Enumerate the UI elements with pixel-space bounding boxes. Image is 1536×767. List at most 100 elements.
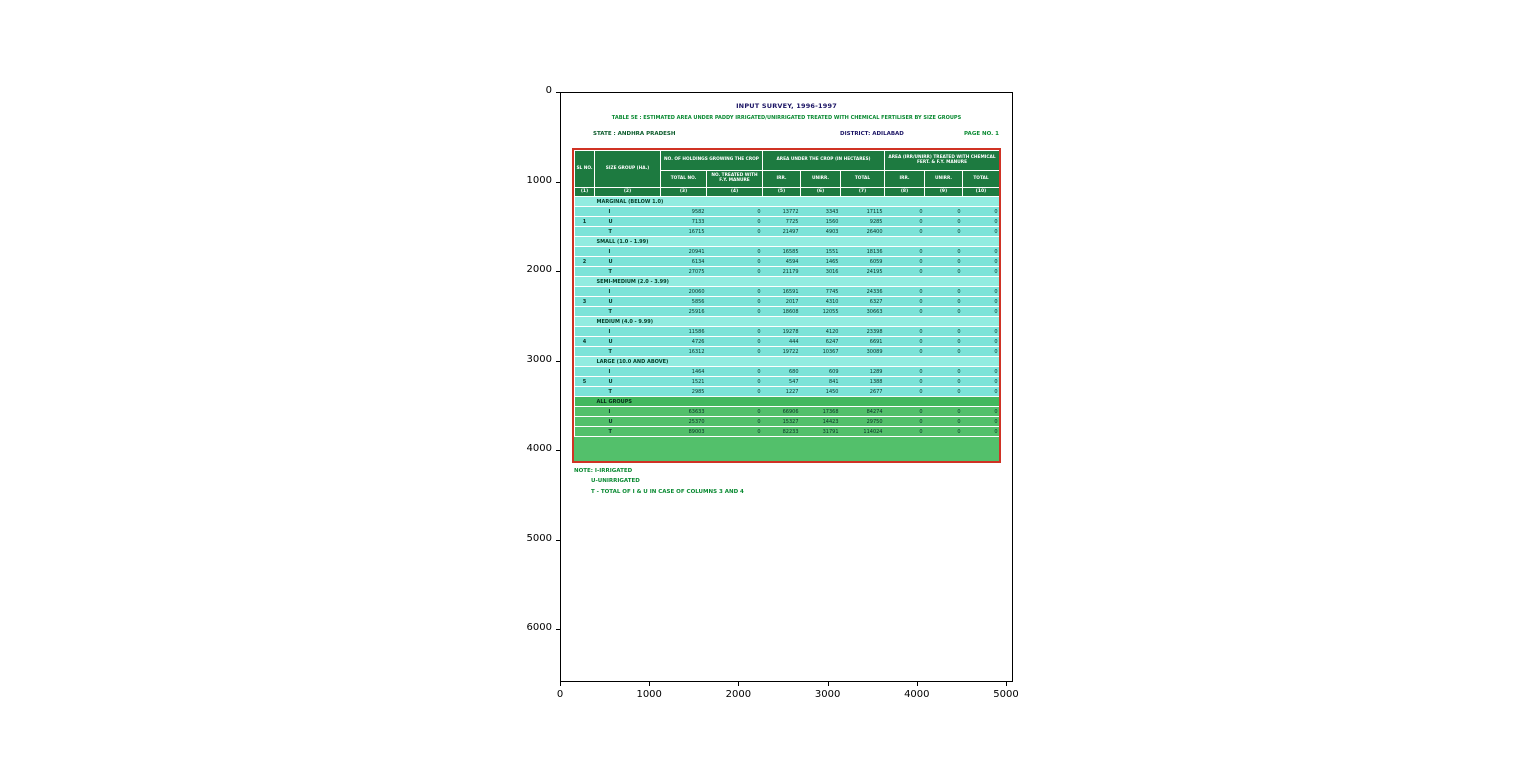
table-cell: 0 (706, 386, 763, 397)
col-number: (4) (706, 187, 763, 197)
table-cell: 1551 (800, 246, 841, 257)
irrigation-status-cell: I (594, 366, 661, 377)
y-tick-mark (556, 539, 560, 541)
table-cell: 6059 (840, 256, 885, 267)
table-cell: 1227 (762, 386, 801, 397)
table-cell: 84274 (840, 406, 885, 417)
sl-no-cell: 2 (574, 256, 595, 267)
table-cell: 0 (962, 406, 999, 417)
table-cell: 0 (924, 346, 963, 357)
table-cell: 0 (962, 206, 999, 217)
table-cell: 0 (706, 346, 763, 357)
irrigation-status-cell: I (594, 406, 661, 417)
table-cell: 0 (962, 416, 999, 427)
table-cell: 27075 (660, 266, 707, 277)
table-cell: 0 (706, 206, 763, 217)
table-cell: 5856 (660, 296, 707, 307)
table-cell: 30089 (840, 346, 885, 357)
table-cell: 0 (962, 296, 999, 307)
y-tick-mark (556, 271, 560, 272)
table-cell: 7725 (762, 216, 801, 227)
irrigation-status-cell: T (594, 266, 661, 277)
table-cell: 24195 (840, 266, 885, 277)
irrigation-status-cell: U (594, 216, 661, 227)
table-body: MARGINAL (BELOW 1.0) I 9582 0 13772 3343 17115… (574, 196, 999, 437)
col-header-area-group: AREA UNDER THE CROP (IN HECTARES) (762, 150, 885, 171)
x-tick-label: 5000 (993, 689, 1019, 700)
y-tick-label: 6000 (526, 622, 552, 633)
table-cell: 6691 (840, 336, 885, 347)
y-tick-label: 2000 (526, 264, 552, 275)
col-header-area-total: TOTAL (840, 170, 885, 188)
table-cell: 0 (884, 246, 925, 257)
col-header-area-unirr: UNIRR. (800, 170, 841, 188)
size-group-label-row: ALL GROUPS (574, 396, 999, 407)
table-cell: 25370 (660, 416, 707, 427)
table-cell: 547 (762, 376, 801, 387)
table-cell: 0 (884, 326, 925, 337)
table-cell: 0 (962, 286, 999, 297)
col-number: (2) (594, 187, 661, 197)
sl-no-cell (574, 406, 595, 417)
document-title: INPUT SURVEY, 1996-1997 (736, 102, 837, 110)
table-cell: 0 (924, 246, 963, 257)
sl-no-cell (574, 226, 595, 237)
table-cell: 82233 (762, 426, 801, 437)
table-cell: 680 (762, 366, 801, 377)
state-label: STATE : ANDHRA PRADESH (593, 131, 676, 137)
table-cell: 0 (962, 386, 999, 397)
table-cell: 16312 (660, 346, 707, 357)
table-cell: 0 (706, 416, 763, 427)
col-header-area-irr: IRR. (762, 170, 801, 188)
x-tick-mark (738, 682, 740, 686)
plot-area: INPUT SURVEY, 1996-1997 TABLE 5E : ESTIM… (560, 92, 1013, 682)
table-cell: 0 (962, 256, 999, 267)
table-cell: 0 (706, 266, 763, 277)
size-group-label-row: SEMI-MEDIUM (2.0 - 3.99) (574, 276, 999, 287)
table-cell: 0 (884, 266, 925, 277)
sl-no-cell: 3 (574, 296, 595, 307)
table-cell: 6327 (840, 296, 885, 307)
table-cell: 0 (706, 296, 763, 307)
y-tick-label: 3000 (526, 353, 552, 365)
sl-no-cell (574, 246, 595, 257)
irrigation-status-cell: U (594, 376, 661, 387)
table-cell: 89003 (660, 426, 707, 437)
table-row: I 1464 0 680 609 1289 0 0 0 (574, 366, 999, 377)
table-cell: 10367 (800, 346, 841, 357)
note-line: U-UNIRRIGATED (591, 478, 640, 485)
col-header-holdings-group: NO. OF HOLDINGS GROWING THE CROP (660, 150, 763, 171)
table-cell: 4310 (800, 296, 841, 307)
y-tick-mark (556, 450, 560, 451)
col-header-no-treated: NO. TREATED WITH F.Y. MANURE (706, 170, 763, 188)
table-cell: 0 (924, 266, 963, 277)
document-meta-row: STATE : ANDHRA PRADESH DISTRICT: ADILABA… (572, 131, 1001, 141)
table-cell: 6134 (660, 256, 707, 267)
table-cell: 0 (962, 346, 999, 357)
table-cell: 30663 (840, 306, 885, 317)
table-cell: 2677 (840, 386, 885, 397)
table-cell: 19278 (762, 326, 801, 337)
table-cell: 0 (706, 246, 763, 257)
sl-no-cell (574, 206, 595, 217)
header-colnum-row: (1) (2) (3) (4) (5) (6) (7) (8) (9) (10) (574, 187, 999, 197)
table-cell: 0 (924, 296, 963, 307)
table-row: 5 U 1521 0 547 841 1388 0 0 0 (574, 376, 999, 387)
table-cell: 16591 (762, 286, 801, 297)
table-row: 1 U 7133 0 7725 1560 9285 0 0 0 (574, 216, 999, 227)
table-cell: 0 (924, 226, 963, 237)
table-cell: 0 (924, 306, 963, 317)
table-cell: 3016 (800, 266, 841, 277)
table-cell: 4903 (800, 226, 841, 237)
table-cell: 29750 (840, 416, 885, 427)
table-cell: 4120 (800, 326, 841, 337)
y-tick-mark (556, 92, 560, 93)
table-cell: 9285 (840, 216, 885, 227)
size-group-label: MEDIUM (4.0 - 9.99) (594, 316, 999, 327)
table-cell: 0 (884, 226, 925, 237)
table-cell: 0 (706, 376, 763, 387)
table-cell: 444 (762, 336, 801, 347)
table-cell: 7745 (800, 286, 841, 297)
col-number: (5) (762, 187, 801, 197)
y-tick-label: 4000 (526, 443, 552, 454)
